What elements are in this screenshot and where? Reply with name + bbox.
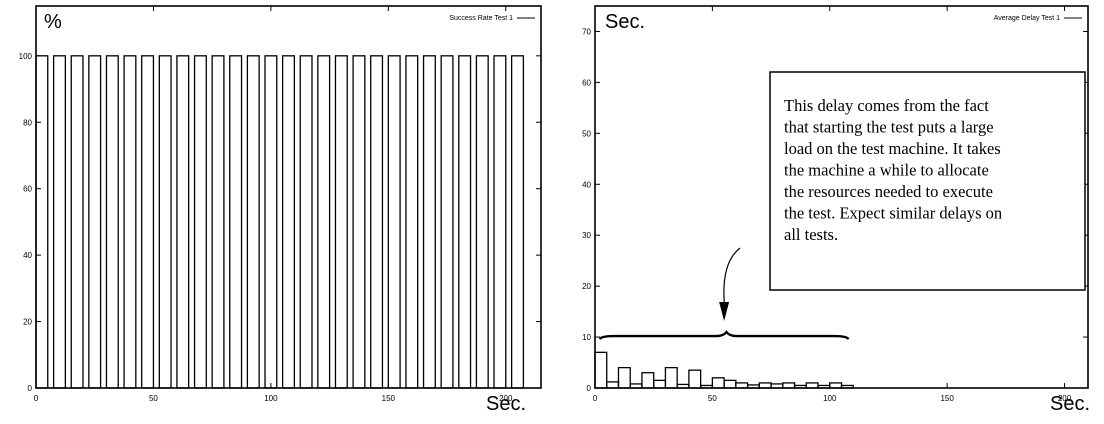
bar bbox=[88, 55, 102, 389]
x-tick-label: 150 bbox=[382, 394, 396, 403]
bar bbox=[158, 55, 172, 389]
bar bbox=[475, 55, 489, 389]
annotation-text-line: load on the test machine. It takes bbox=[784, 139, 1001, 158]
y-axis-label: Sec. bbox=[605, 11, 645, 33]
x-tick-label: 0 bbox=[593, 394, 598, 403]
bar bbox=[405, 55, 419, 389]
bar bbox=[493, 55, 507, 389]
y-tick-label: 100 bbox=[19, 52, 33, 61]
x-tick-label: 100 bbox=[264, 394, 278, 403]
bar bbox=[35, 55, 49, 389]
bar bbox=[264, 55, 278, 389]
y-tick-label: 50 bbox=[582, 129, 591, 138]
bar bbox=[711, 377, 725, 389]
bar bbox=[352, 55, 366, 389]
bar bbox=[676, 383, 690, 389]
bar bbox=[370, 55, 384, 389]
x-tick-label: 50 bbox=[149, 394, 158, 403]
y-tick-label: 80 bbox=[23, 118, 32, 127]
legend-label: Success Rate Test 1 bbox=[449, 15, 513, 22]
x-tick-label: 50 bbox=[708, 394, 717, 403]
bar bbox=[317, 55, 331, 389]
bar bbox=[422, 55, 436, 389]
x-tick-label: 150 bbox=[940, 394, 954, 403]
x-tick-label: 200 bbox=[1058, 394, 1072, 403]
y-tick-label: 70 bbox=[582, 27, 591, 36]
x-axis-label: Sec. bbox=[1050, 393, 1090, 415]
bar bbox=[510, 55, 525, 389]
x-tick-label: 0 bbox=[34, 394, 39, 403]
y-tick-label: 0 bbox=[587, 384, 592, 393]
y-tick-label: 60 bbox=[23, 185, 32, 194]
bar bbox=[641, 372, 655, 389]
annotation-brace bbox=[598, 330, 850, 340]
y-tick-label: 30 bbox=[582, 231, 591, 240]
bar bbox=[723, 379, 737, 389]
annotation-text-line: the resources needed to execute bbox=[784, 182, 993, 201]
x-tick-label: 200 bbox=[499, 394, 513, 403]
bar bbox=[229, 55, 243, 389]
y-axis-label: % bbox=[44, 11, 62, 33]
bar bbox=[664, 366, 678, 389]
bar bbox=[440, 55, 454, 389]
bar bbox=[211, 55, 225, 389]
annotation-text-line: that starting the test puts a large bbox=[784, 118, 994, 137]
bar bbox=[653, 379, 667, 389]
y-tick-label: 10 bbox=[582, 333, 591, 342]
bar bbox=[281, 55, 296, 389]
annotation-arrow bbox=[723, 247, 741, 318]
x-axis-label: Sec. bbox=[486, 393, 526, 415]
y-tick-label: 40 bbox=[582, 180, 591, 189]
bar bbox=[176, 55, 190, 389]
bar bbox=[105, 55, 119, 389]
x-tick-label: 100 bbox=[823, 394, 837, 403]
y-tick-label: 60 bbox=[582, 78, 591, 87]
y-tick-label: 20 bbox=[582, 282, 591, 291]
bar bbox=[458, 55, 472, 389]
bar bbox=[770, 383, 784, 389]
annotation-text-line: the test. Expect similar delays on bbox=[784, 204, 1002, 223]
annotation-box bbox=[769, 71, 1086, 291]
bar bbox=[52, 55, 67, 389]
bar bbox=[193, 55, 207, 389]
bar bbox=[699, 384, 714, 389]
legend-label: Average Delay Test 1 bbox=[994, 15, 1060, 22]
bar bbox=[746, 384, 760, 389]
bar bbox=[246, 55, 260, 389]
bar bbox=[606, 381, 620, 389]
bar bbox=[70, 55, 84, 389]
annotation-text-line: all tests. bbox=[784, 225, 838, 244]
annotation-text-line: This delay comes from the fact bbox=[784, 96, 989, 115]
y-tick-label: 20 bbox=[23, 318, 32, 327]
success-rate-chart: 0 20 40 60 80 100 0 50 100 150 200% Sec. Success Rat… bbox=[19, 5, 542, 415]
bar bbox=[617, 366, 631, 389]
annotation-text-line: the machine a while to allocate bbox=[784, 161, 989, 180]
bar bbox=[793, 384, 807, 389]
bar bbox=[123, 55, 137, 389]
plot-frame bbox=[35, 5, 542, 389]
bar bbox=[594, 351, 608, 389]
bar bbox=[141, 55, 155, 389]
annotation-arrowhead bbox=[719, 302, 730, 321]
y-tick-label: 40 bbox=[23, 251, 32, 260]
bar bbox=[334, 55, 348, 389]
bar bbox=[299, 55, 313, 389]
y-tick-label: 0 bbox=[28, 384, 33, 393]
bar bbox=[387, 55, 401, 389]
bar bbox=[688, 369, 702, 389]
bar bbox=[840, 384, 854, 389]
bar bbox=[629, 383, 643, 389]
bar bbox=[817, 384, 831, 389]
